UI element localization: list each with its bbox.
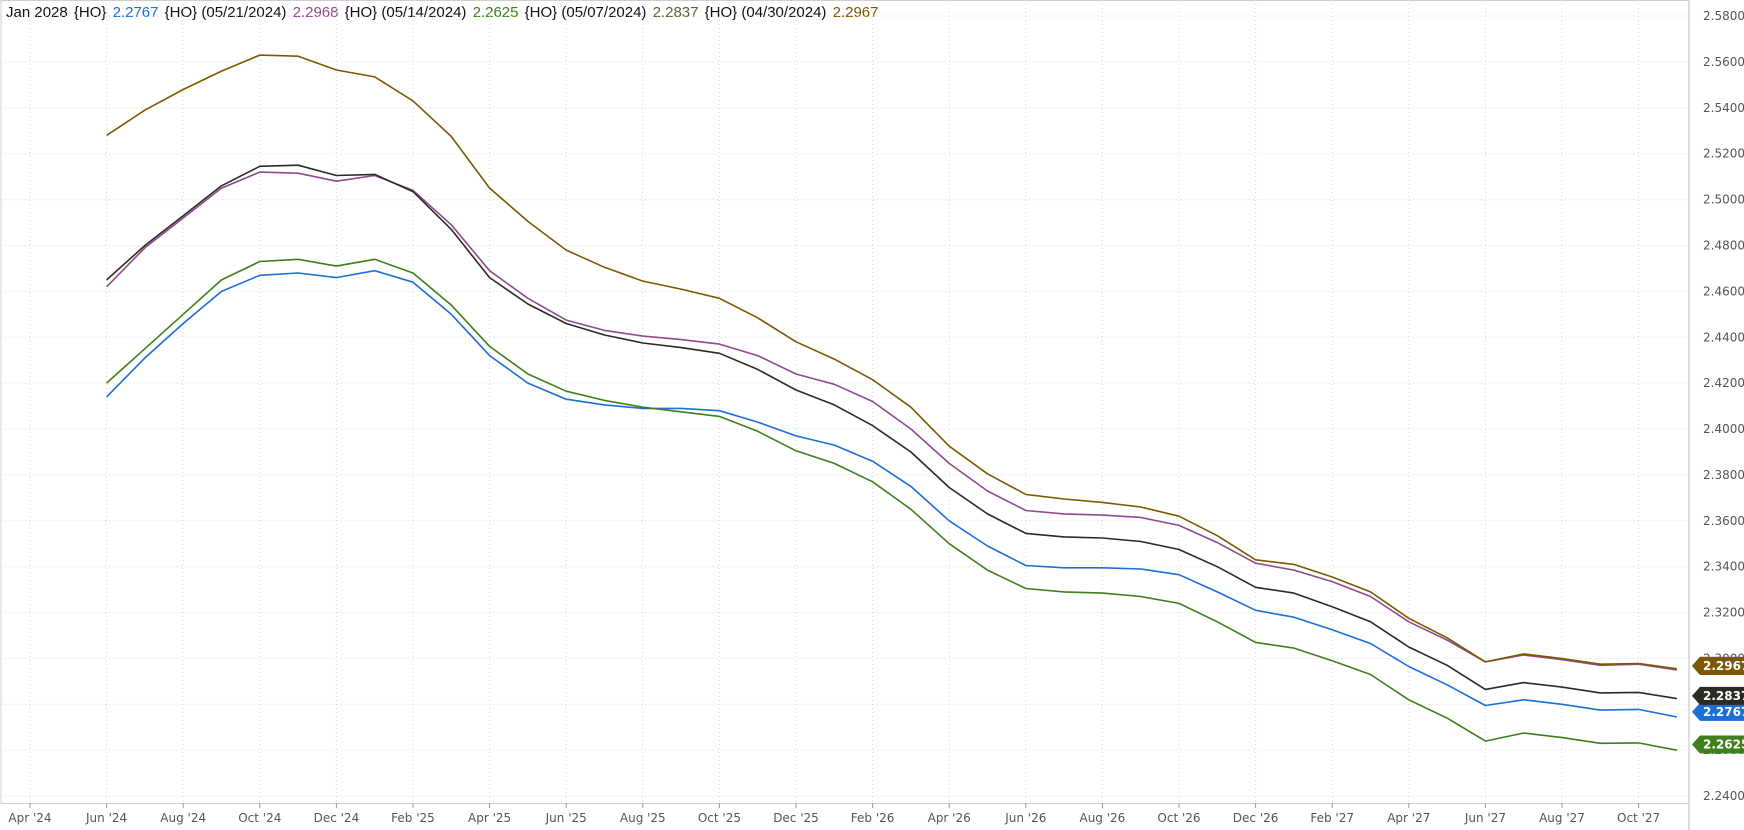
x-tick-label: Dec '26 — [1233, 811, 1279, 825]
legend-value-0514: 2.2625 — [472, 4, 519, 21]
x-tick-label: Feb '26 — [851, 811, 895, 825]
y-tick-label: 2.5800 — [1703, 9, 1744, 23]
y-tick-label: 2.2400 — [1703, 789, 1744, 803]
x-tick-label: Feb '25 — [391, 811, 435, 825]
x-tick-label: Aug '24 — [160, 811, 206, 825]
x-tick-label: Oct '27 — [1617, 811, 1660, 825]
y-tick-label: 2.5600 — [1703, 55, 1744, 69]
x-tick-label: Jun '24 — [85, 811, 127, 825]
series-line-4 — [106, 54, 1678, 670]
last-value-label-0: 2.2767 — [1703, 705, 1744, 719]
x-tick-label: Feb '27 — [1310, 811, 1354, 825]
y-tick-label: 2.5400 — [1703, 101, 1744, 115]
x-tick-label: Aug '27 — [1539, 811, 1585, 825]
legend-prefix-0514: {HO} (05/14/2024) — [344, 4, 467, 21]
last-value-badge-2 — [1692, 735, 1744, 754]
series-line-3 — [106, 164, 1678, 700]
legend-value-0507: 2.2837 — [652, 4, 699, 21]
legend-prefix-0507: {HO} (05/07/2024) — [524, 4, 647, 21]
y-tick-label: 2.4400 — [1703, 330, 1744, 344]
last-value-label-2: 2.2625 — [1703, 737, 1744, 751]
x-tick-label: Apr '24 — [8, 811, 51, 825]
series-line-0 — [106, 269, 1678, 718]
y-tick-label: 2.3400 — [1703, 560, 1744, 574]
last-value-badge-4 — [1692, 657, 1744, 676]
last-value-label-3: 2.2837 — [1703, 689, 1744, 703]
legend-prefix-current: {HO} — [73, 4, 107, 21]
y-tick-label: 2.4200 — [1703, 376, 1744, 390]
last-value-label-4: 2.2967 — [1703, 659, 1744, 673]
x-tick-label: Oct '24 — [238, 811, 281, 825]
x-tick-label: Jun '25 — [545, 811, 587, 825]
y-tick-label: 2.4000 — [1703, 422, 1744, 436]
x-tick-label: Dec '24 — [314, 811, 360, 825]
x-tick-label: Jun '27 — [1464, 811, 1506, 825]
y-tick-label: 2.3800 — [1703, 468, 1744, 482]
legend-value-0430: 2.2967 — [832, 4, 879, 21]
x-tick-label: Oct '26 — [1157, 811, 1200, 825]
x-tick-label: Apr '25 — [468, 811, 511, 825]
legend-value-current: 2.2767 — [112, 4, 159, 21]
series-line-2 — [106, 258, 1678, 751]
y-tick-label: 2.5000 — [1703, 193, 1744, 207]
series-line-1 — [106, 171, 1678, 671]
last-value-badge-0 — [1692, 702, 1744, 721]
x-tick-label: Aug '25 — [620, 811, 666, 825]
last-value-badge-3 — [1692, 686, 1744, 705]
x-tick-label: Apr '27 — [1387, 811, 1430, 825]
x-tick-label: Oct '25 — [698, 811, 741, 825]
y-tick-label: 2.4600 — [1703, 284, 1744, 298]
y-tick-label: 2.5200 — [1703, 147, 1744, 161]
x-tick-label: Aug '26 — [1079, 811, 1125, 825]
y-tick-label: 2.3200 — [1703, 606, 1744, 620]
legend-value-0521: 2.2968 — [292, 4, 339, 21]
plot-frame — [0, 0, 1690, 804]
x-tick-label: Dec '25 — [773, 811, 819, 825]
y-tick-label: 2.4800 — [1703, 238, 1744, 252]
x-tick-label: Apr '26 — [928, 811, 971, 825]
legend-contract: Jan 2028 — [6, 4, 68, 21]
y-tick-label: 2.3600 — [1703, 514, 1744, 528]
x-tick-label: Jun '26 — [1004, 811, 1046, 825]
legend-prefix-0521: {HO} (05/21/2024) — [164, 4, 287, 21]
